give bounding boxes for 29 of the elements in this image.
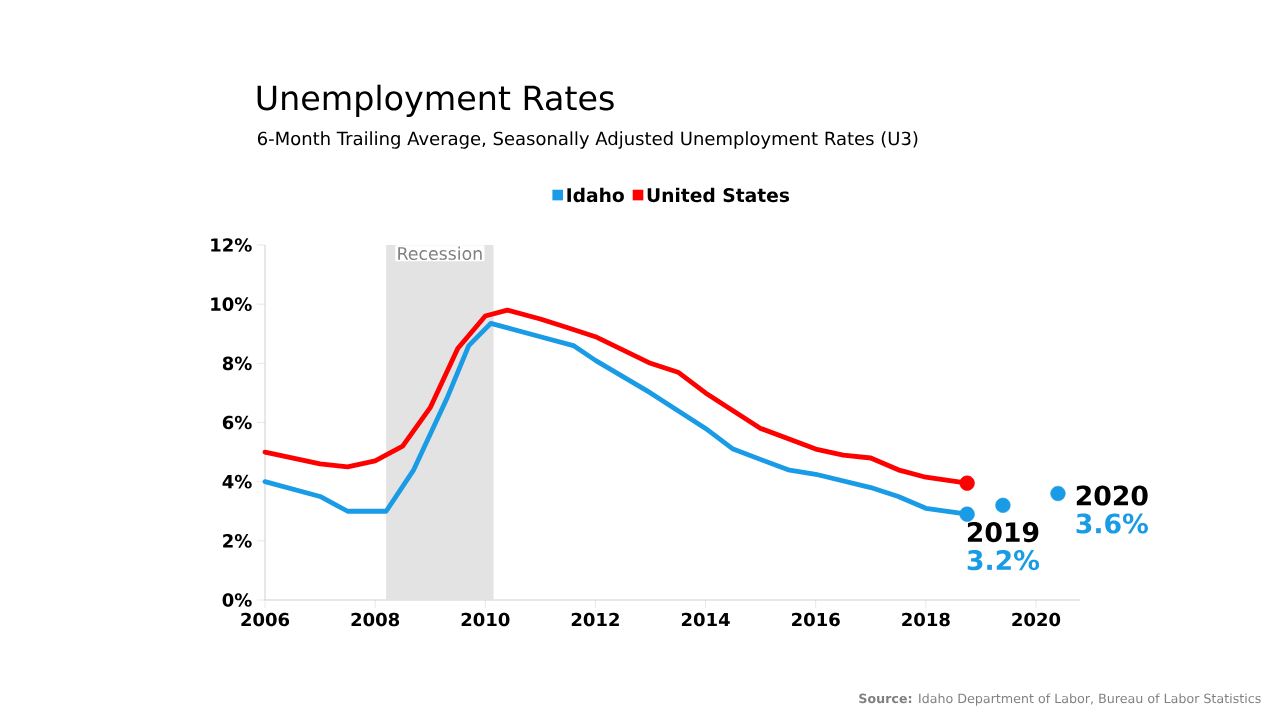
y-tick-label: 4% <box>222 474 252 489</box>
x-tick-label: 2006 <box>241 612 290 627</box>
y-tick-label: 0% <box>222 593 252 607</box>
x-tick-label: 2012 <box>571 612 619 627</box>
point <box>959 475 975 491</box>
chart-title: Unemployment Rates <box>257 84 614 117</box>
annotation: 2019 <box>967 522 1039 543</box>
x-tick-label: 2010 <box>461 612 510 627</box>
y-tick-label: 2% <box>223 534 252 548</box>
y-tick-label: 6% <box>222 415 252 430</box>
point <box>995 497 1011 513</box>
legend-label: United States <box>647 187 790 203</box>
text: Source: Idaho Department of Labor, Bureau of Labor Statistics <box>859 693 1261 706</box>
data-label: 3.6% <box>1076 513 1148 534</box>
x-tick-label: 2020 <box>1012 612 1061 627</box>
y-tick-label: 12% <box>211 238 252 252</box>
x-tick-label: 2008 <box>351 612 400 627</box>
data-label: 3.2% <box>967 550 1040 571</box>
annotation: 2020 <box>1076 485 1148 506</box>
point <box>1050 485 1066 502</box>
chart-subtitle: 6-Month Trailing Average, Seasonally Adjusted Unemployment Rates (U3) <box>257 131 918 149</box>
point <box>959 506 975 522</box>
x-tick-label: 2018 <box>902 612 950 627</box>
y-tick-label: 8% <box>222 356 252 371</box>
x-tick-label: 2014 <box>681 612 730 627</box>
x-tick-label: 2016 <box>792 612 840 627</box>
legend-label: Idaho <box>567 187 624 203</box>
y-tick-label: 10% <box>211 297 252 311</box>
band-label: Recession <box>398 246 482 261</box>
